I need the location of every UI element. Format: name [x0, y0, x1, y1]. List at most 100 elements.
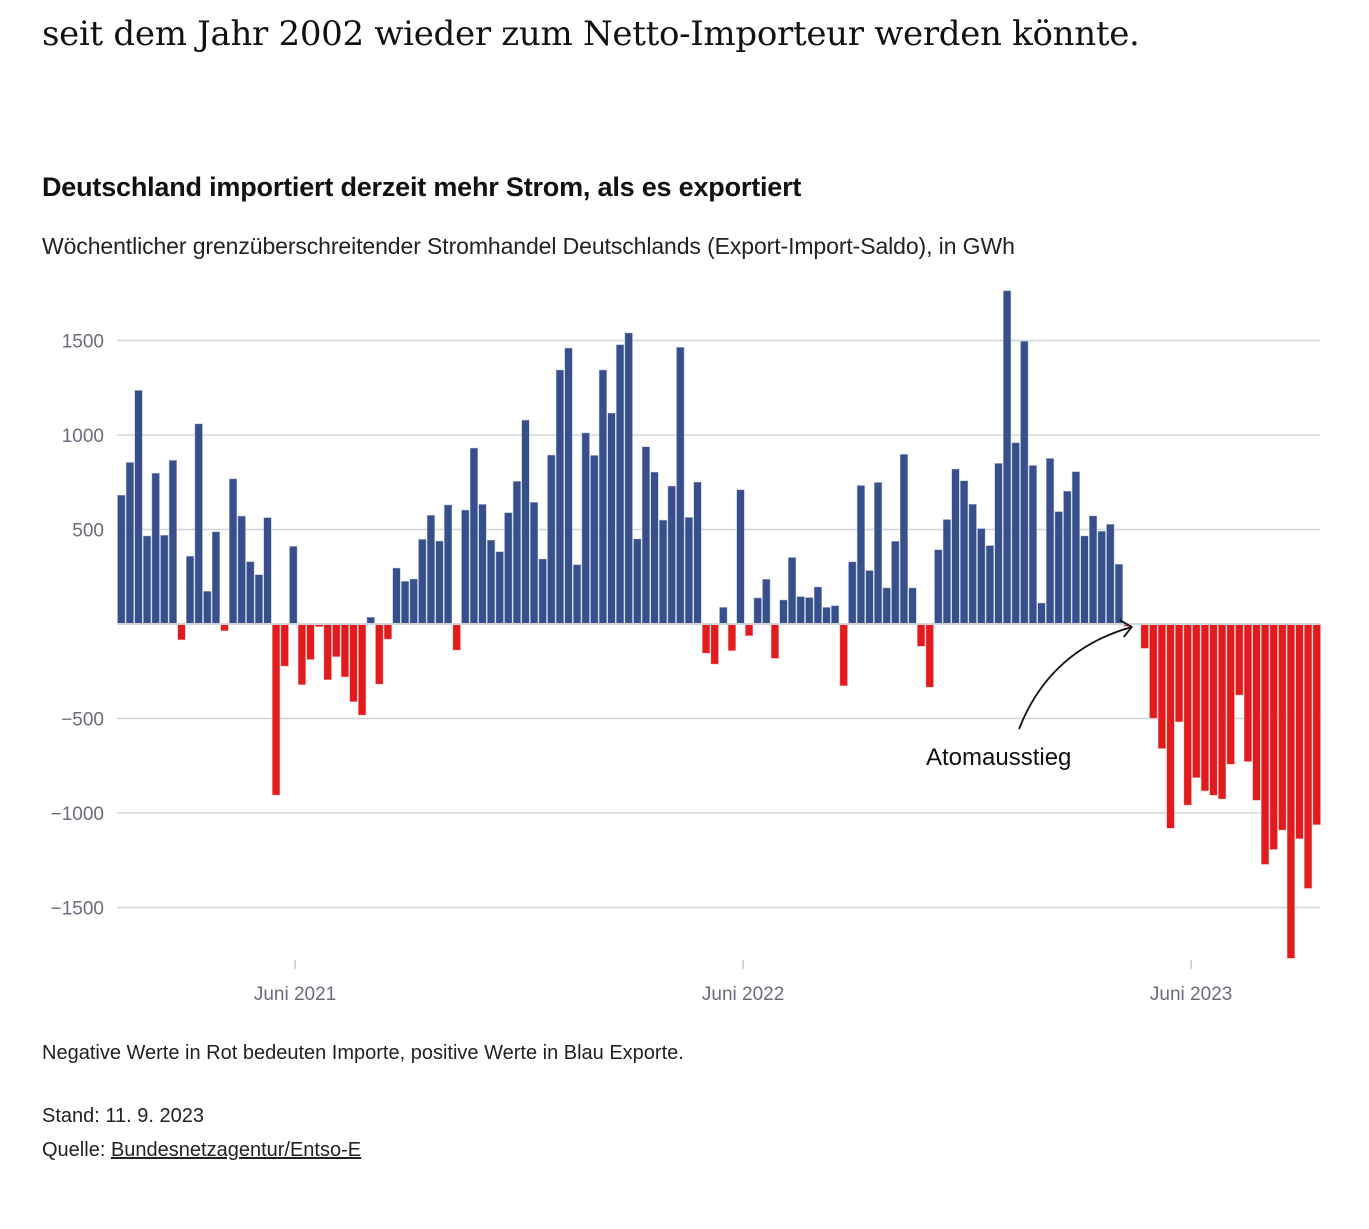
bar-export [659, 519, 668, 625]
bar-import [280, 623, 289, 667]
bar-export [444, 504, 453, 625]
bar-export [426, 515, 435, 625]
bar-export [134, 390, 143, 625]
annotation-arrow [1018, 626, 1132, 730]
bar-export [951, 468, 960, 625]
bar-export [289, 546, 298, 625]
bar-export [641, 446, 650, 625]
x-axis-ticks: Juni 2021 Juni 2022 Juni 2023 [254, 960, 1232, 1005]
bar-export [409, 578, 418, 625]
bar-export [555, 369, 564, 625]
bar-export [504, 512, 513, 625]
bar-export [667, 485, 676, 625]
x-tick-label: Juni 2023 [1150, 984, 1232, 1005]
bar-export [186, 555, 195, 625]
bar-import [358, 623, 367, 716]
bar-export [1020, 341, 1029, 625]
y-tick-label: 1500 [62, 332, 104, 353]
bar-export [469, 447, 478, 625]
bar-export [805, 597, 814, 625]
bar-export [788, 557, 797, 625]
article-lead-text: seit dem Jahr 2002 wieder zum Netto-Impo… [42, 14, 1140, 54]
annotation-label: Atomausstieg [926, 744, 1071, 771]
bar-export [753, 597, 762, 625]
bar-export [693, 481, 702, 625]
bar-import [1200, 623, 1209, 792]
bar-export [942, 519, 951, 625]
bar-export [598, 369, 607, 625]
source-prefix: Quelle: [42, 1139, 111, 1161]
bar-import [452, 623, 461, 651]
bar-export [960, 480, 969, 625]
bar-export [117, 494, 126, 625]
bar-export [1063, 490, 1072, 625]
bar-export [1071, 471, 1080, 625]
bar-export [461, 509, 470, 625]
bar-import [1140, 623, 1149, 649]
bar-import [177, 623, 186, 641]
bar-export [512, 481, 521, 625]
data-source: Quelle: Bundesnetzagentur/Entso-E [42, 1139, 361, 1162]
bar-export [151, 472, 160, 625]
bar-export [564, 347, 573, 625]
bar-export [246, 561, 255, 625]
chart-title: Deutschland importiert derzeit mehr Stro… [42, 172, 802, 202]
bar-import [710, 623, 719, 665]
y-tick-label: −1000 [51, 804, 104, 825]
y-tick-label: −1500 [51, 899, 104, 920]
bar-export [1097, 530, 1106, 625]
bar-export [891, 540, 900, 625]
bar-export [1089, 515, 1098, 625]
bar-export [977, 528, 986, 625]
bar-export [831, 605, 840, 625]
bar-export [581, 432, 590, 625]
y-axis-ticks: 1500 1000 500 −500 −1000 −1500 [51, 332, 104, 920]
bar-import [1269, 623, 1278, 850]
bar-export [254, 574, 263, 625]
data-date: Stand: 11. 9. 2023 [42, 1105, 204, 1127]
bar-import [1166, 623, 1175, 829]
annotation: Atomausstieg [926, 619, 1134, 771]
bar-export [994, 463, 1003, 625]
bar-export [1046, 458, 1055, 625]
bar-export [779, 599, 788, 625]
bar-import [1286, 623, 1295, 959]
bar-import [1252, 623, 1261, 801]
bar-import [770, 623, 779, 659]
bar-import [375, 623, 384, 685]
y-tick-label: 1000 [62, 426, 104, 447]
bar-export [392, 567, 401, 625]
bar-import [1261, 623, 1270, 865]
bar-import [1157, 623, 1166, 749]
bar-export [143, 535, 152, 625]
bar-export [607, 412, 616, 625]
bar-export [435, 540, 444, 625]
bar-import [1183, 623, 1192, 806]
bar-import [1295, 623, 1304, 839]
bar-import [332, 623, 341, 657]
bar-export [168, 460, 177, 625]
bar-export [538, 558, 547, 625]
bar-import [1304, 623, 1313, 889]
bar-export [1011, 442, 1020, 625]
bar-export [633, 538, 642, 625]
bar-export [521, 419, 530, 625]
bar-import [727, 623, 736, 651]
chart-note: Negative Werte in Rot bedeuten Importe, … [42, 1042, 684, 1064]
bar-export [719, 607, 728, 625]
bar-export [1003, 290, 1012, 625]
x-tick-label: Juni 2022 [702, 984, 784, 1005]
bar-export [882, 587, 891, 625]
bar-import [340, 623, 349, 678]
bar-import [1226, 623, 1235, 765]
bar-export [856, 485, 865, 625]
source-link[interactable]: Bundesnetzagentur/Entso-E [110, 1139, 362, 1161]
bar-import [297, 623, 306, 685]
bar-export [590, 455, 599, 625]
bar-export [203, 591, 212, 625]
bar-import [323, 623, 332, 681]
bar-import [220, 623, 229, 632]
bar-export [985, 545, 994, 625]
bar-export [736, 489, 745, 625]
